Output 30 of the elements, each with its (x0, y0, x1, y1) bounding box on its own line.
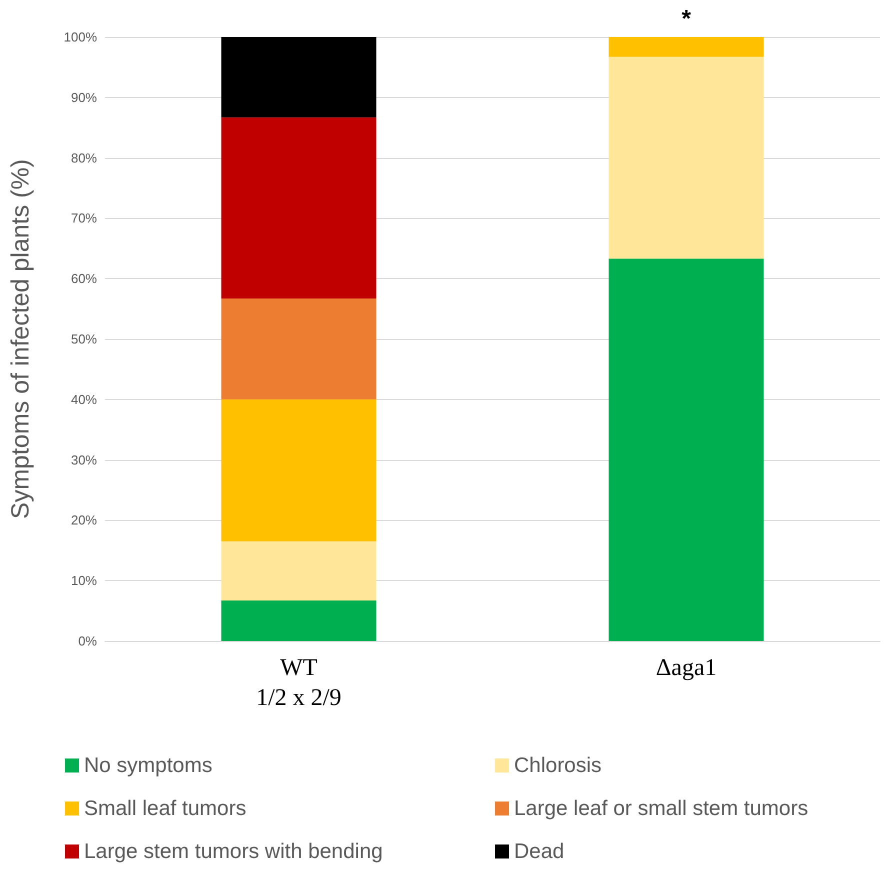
bar (221, 298, 376, 400)
y-tick-label: 30% (70, 452, 98, 468)
legend-label: Chlorosis (514, 754, 602, 777)
bar (608, 56, 764, 259)
bar (221, 37, 376, 118)
y-tick-label: 90% (70, 90, 98, 105)
bar (608, 37, 764, 57)
legend-label: Dead (514, 840, 564, 863)
bar (608, 258, 764, 641)
y-tick-label: 40% (70, 392, 98, 407)
y-tick-label: 20% (70, 512, 98, 528)
annotation: * (682, 6, 692, 32)
y-tick-label: 80% (70, 150, 98, 166)
y-tick-label: 60% (70, 271, 98, 286)
bar (221, 541, 376, 601)
bar (221, 117, 376, 299)
x-tick-label: Δaga1 (656, 655, 717, 681)
legend-label: Large leaf or small stem tumors (514, 797, 808, 820)
legend-label: No symptoms (84, 754, 212, 777)
y-tick-label: 0% (78, 634, 98, 648)
y-axis-title: Symptoms of infected plants (%) (6, 159, 34, 519)
y-tick-label: 100% (64, 30, 98, 44)
bar (221, 600, 376, 641)
legend-label: Small leaf tumors (84, 797, 246, 820)
y-tick-label: 10% (70, 573, 98, 588)
y-tick-label: 70% (70, 210, 98, 226)
legend-label: Large stem tumors with bending (84, 840, 383, 863)
y-tick-label: 50% (70, 332, 98, 346)
x-tick-label: WT 1/2 x 2/9 (256, 655, 342, 711)
bar (221, 399, 376, 542)
